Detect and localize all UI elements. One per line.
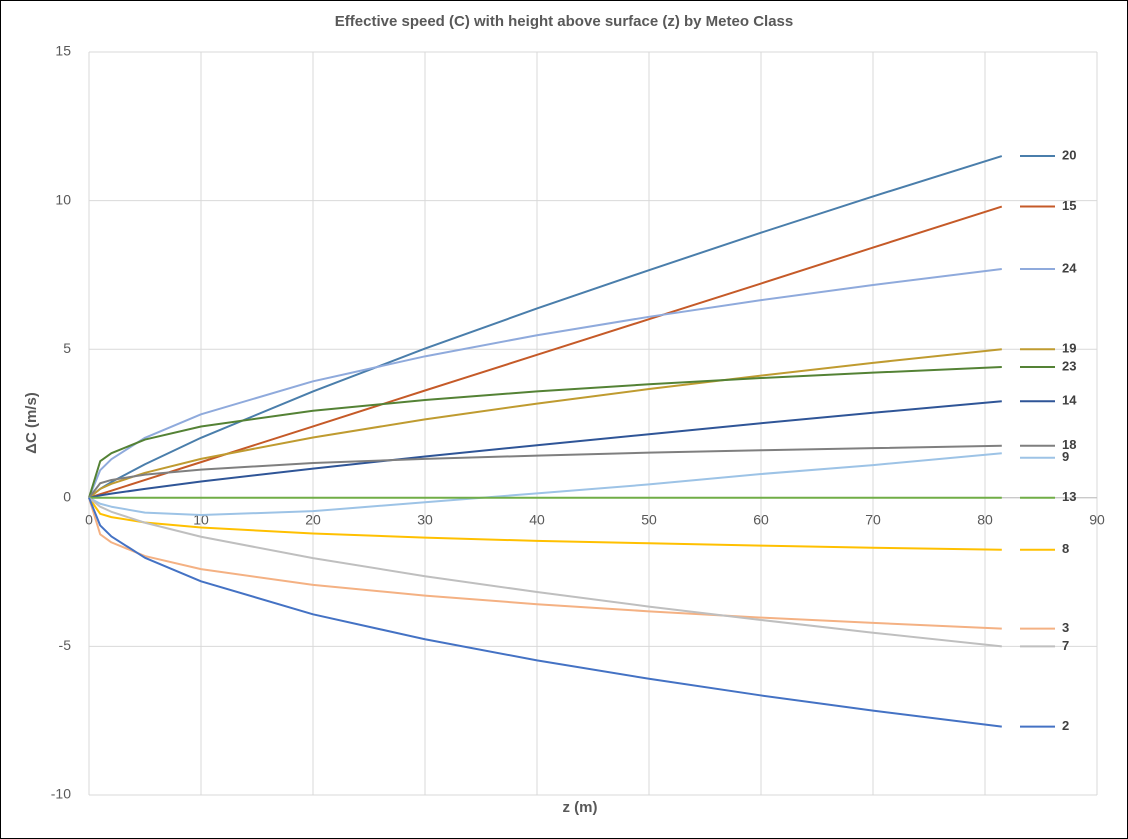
x-tick-label: 80 [977, 512, 993, 528]
data-line [88, 497, 1002, 551]
x-tick-label: 30 [417, 512, 433, 528]
data-line [88, 155, 1003, 499]
data-line [88, 497, 1002, 648]
legend-label: 23 [1062, 358, 1076, 373]
data-line [88, 348, 1002, 499]
data-line [88, 497, 1002, 728]
legend-label: 3 [1062, 620, 1069, 635]
y-axis-title: ΔC (m/s) [23, 392, 40, 454]
x-tick-label: 90 [1089, 512, 1105, 528]
legend-label: 13 [1062, 489, 1076, 504]
y-tick-label: 5 [63, 340, 71, 356]
legend-label: 20 [1062, 147, 1076, 162]
x-tick-label: 40 [529, 512, 545, 528]
data-line [88, 452, 1002, 517]
legend-label: 15 [1062, 198, 1076, 213]
legend-label: 2 [1062, 718, 1069, 733]
data-line [88, 497, 1002, 630]
legend-label: 7 [1062, 638, 1069, 653]
x-tick-label: 60 [753, 512, 769, 528]
chart-title: Effective speed (C) with height above su… [335, 13, 793, 30]
y-tick-label: 15 [55, 43, 71, 59]
legend-label: 18 [1062, 437, 1076, 452]
y-tick-label: 10 [55, 191, 71, 207]
legend-label: 8 [1062, 541, 1069, 556]
legend-label: 9 [1062, 449, 1069, 464]
data-line [88, 444, 1002, 499]
data-line [88, 366, 1002, 499]
x-tick-label: 20 [305, 512, 321, 528]
data-line [88, 267, 1002, 499]
x-axis-title: z (m) [563, 799, 598, 816]
legend-label: 19 [1062, 341, 1076, 356]
y-tick-label: 0 [63, 489, 71, 505]
x-tick-label: 70 [865, 512, 881, 528]
legend-label: 24 [1062, 260, 1077, 275]
y-tick-label: -5 [59, 637, 72, 653]
x-tick-label: 50 [641, 512, 657, 528]
legend-label: 14 [1062, 393, 1077, 408]
data-line [88, 400, 1002, 499]
x-tick-label: 0 [85, 512, 93, 528]
y-tick-label: -10 [51, 786, 71, 802]
data-line [88, 205, 1003, 499]
